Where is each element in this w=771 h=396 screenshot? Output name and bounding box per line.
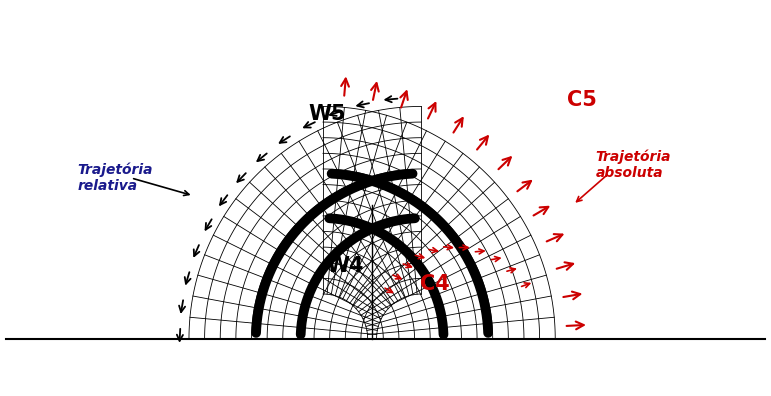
Text: W5: W5 (308, 104, 346, 124)
Text: Trajetória
relativa: Trajetória relativa (77, 162, 153, 193)
Text: Trajetória
absoluta: Trajetória absoluta (595, 149, 671, 180)
Text: W4: W4 (327, 256, 364, 276)
Text: C5: C5 (567, 90, 597, 110)
Text: C4: C4 (419, 274, 449, 293)
